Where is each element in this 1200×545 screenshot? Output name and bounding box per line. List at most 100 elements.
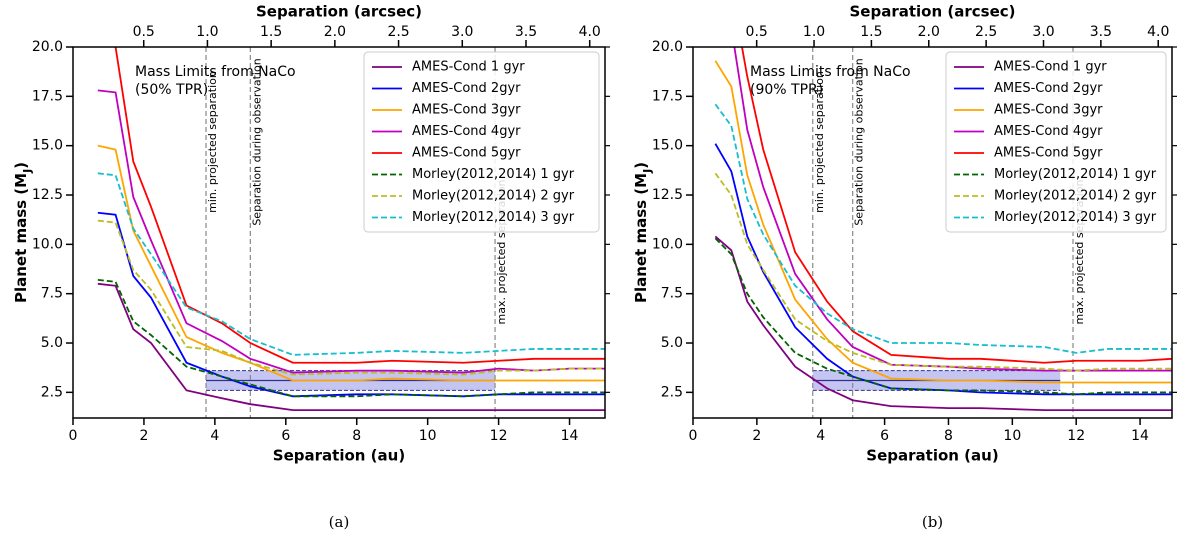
- plot-frame: [692, 46, 1173, 419]
- y-axis-label-part: ): [632, 162, 650, 169]
- series-line: [112, 47, 605, 364]
- y-tick-label: 17.5: [32, 88, 63, 104]
- x-tick-label: 4: [210, 428, 219, 444]
- vline-label: min. projected separation: [813, 71, 826, 213]
- x-tick-label: 6: [880, 428, 889, 444]
- panel: min. projected separation Separation duri…: [632, 3, 1177, 531]
- x-tick-label: 14: [1131, 428, 1149, 444]
- y-tick-label: 12.5: [652, 187, 683, 203]
- x2-axis-label: Separation (arcsec): [850, 3, 1016, 21]
- x2-tick-label: 2.0: [918, 24, 940, 40]
- caption: (a): [329, 513, 350, 531]
- y-axis-label-part: ): [12, 162, 30, 169]
- x-tick-label: 2: [139, 428, 148, 444]
- y-tick-label: 7.5: [41, 286, 63, 302]
- series-line: [714, 235, 1172, 412]
- vline-label: Separation during observation: [853, 58, 866, 225]
- y-axis-label-part: J: [641, 169, 654, 174]
- x-tick-label: 2: [752, 428, 761, 444]
- series-line: [97, 219, 605, 376]
- legend-label: Morley(2012,2014) 1 gyr: [994, 167, 1157, 182]
- x2-tick-label: 4.0: [1147, 24, 1169, 40]
- x2-axis-label: Separation (arcsec): [256, 3, 422, 21]
- series-line: [714, 60, 1172, 384]
- legend-box: [363, 51, 600, 233]
- legend-label: AMES-Cond 5gyr: [412, 146, 521, 161]
- x-tick-label: 14: [561, 428, 579, 444]
- annotation: (50% TPR): [135, 82, 208, 98]
- x2-tick-label: 3.0: [1032, 24, 1054, 40]
- legend-label: Morley(2012,2014) 1 gyr: [412, 167, 575, 182]
- legend-label: AMES-Cond 2gyr: [412, 81, 521, 96]
- x2-tick-label: 2.5: [975, 24, 997, 40]
- legend-label: AMES-Cond 1 gyr: [412, 60, 525, 75]
- x2-tick-label: 3.0: [451, 24, 473, 40]
- x2-tick-label: 4.0: [579, 24, 601, 40]
- legend-label: Morley(2012,2014) 2 gyr: [994, 189, 1157, 204]
- series-line: [97, 144, 605, 382]
- y-tick-label: 15.0: [32, 138, 63, 154]
- x2-tick-label: 2.0: [324, 24, 346, 40]
- legend-label: Morley(2012,2014) 3 gyr: [412, 210, 575, 225]
- legend-label: AMES-Cond 4gyr: [412, 124, 521, 139]
- legend-label: AMES-Cond 5gyr: [994, 146, 1103, 161]
- legend-label: AMES-Cond 1 gyr: [994, 60, 1107, 75]
- y-tick-label: 10.0: [32, 236, 63, 252]
- y-axis-label-part: Planet mass (M: [632, 173, 650, 303]
- x2-tick-label: 0.5: [746, 24, 768, 40]
- x-tick-label: 10: [419, 428, 437, 444]
- x2-tick-label: 3.5: [1090, 24, 1112, 40]
- x-tick-label: 6: [281, 428, 290, 444]
- y-axis-label-part: Planet mass (M: [12, 173, 30, 303]
- caption: (b): [922, 513, 943, 531]
- x2-tick-label: 0.5: [133, 24, 155, 40]
- series-line: [741, 47, 1172, 364]
- x-tick-label: 12: [490, 428, 508, 444]
- y-tick-label: 12.5: [32, 187, 63, 203]
- series-line: [97, 282, 605, 412]
- x2-tick-label: 3.5: [515, 24, 537, 40]
- legend-label: AMES-Cond 3gyr: [412, 103, 521, 118]
- x2-tick-label: 1.5: [860, 24, 882, 40]
- legend-label: AMES-Cond 4gyr: [994, 124, 1103, 139]
- x2-tick-label: 2.5: [387, 24, 409, 40]
- vline-label: min. projected separation: [206, 71, 219, 213]
- plot-frame: [72, 46, 606, 419]
- y-tick-label: 20.0: [652, 39, 683, 55]
- series-line: [714, 237, 1172, 396]
- y-axis-label: Planet mass (MJ): [632, 162, 654, 303]
- y-tick-label: 5.0: [41, 335, 63, 351]
- annotation: (90% TPR): [750, 82, 823, 98]
- annotation: Mass Limits from NaCo: [135, 64, 296, 80]
- x-tick-label: 8: [944, 428, 953, 444]
- x-tick-label: 0: [69, 428, 78, 444]
- annotation: Mass Limits from NaCo: [750, 64, 911, 80]
- x-tick-label: 0: [689, 428, 698, 444]
- x-axis-label: Separation (au): [866, 447, 998, 465]
- x-tick-label: 8: [352, 428, 361, 444]
- x-tick-label: 4: [816, 428, 825, 444]
- y-axis-label-part: J: [21, 169, 34, 174]
- x2-tick-label: 1.0: [196, 24, 218, 40]
- series-line: [97, 278, 605, 398]
- x2-tick-label: 1.0: [803, 24, 825, 40]
- y-tick-label: 17.5: [652, 88, 683, 104]
- legend-label: Morley(2012,2014) 3 gyr: [994, 210, 1157, 225]
- y-tick-label: 20.0: [32, 39, 63, 55]
- legend-label: AMES-Cond 3gyr: [994, 103, 1103, 118]
- y-tick-label: 15.0: [652, 138, 683, 154]
- series-line: [97, 172, 605, 356]
- series-line: [97, 89, 605, 374]
- x-axis-label: Separation (au): [273, 447, 405, 465]
- y-tick-label: 2.5: [41, 384, 63, 400]
- y-tick-label: 7.5: [661, 286, 683, 302]
- y-axis-label: Planet mass (MJ): [12, 162, 34, 303]
- series-line: [97, 211, 605, 398]
- y-tick-label: 5.0: [661, 335, 683, 351]
- x-tick-label: 10: [1003, 428, 1021, 444]
- series-line: [714, 172, 1172, 372]
- vline-label: Separation during observation: [250, 58, 263, 225]
- legend-label: AMES-Cond 2gyr: [994, 81, 1103, 96]
- x2-tick-label: 1.5: [260, 24, 282, 40]
